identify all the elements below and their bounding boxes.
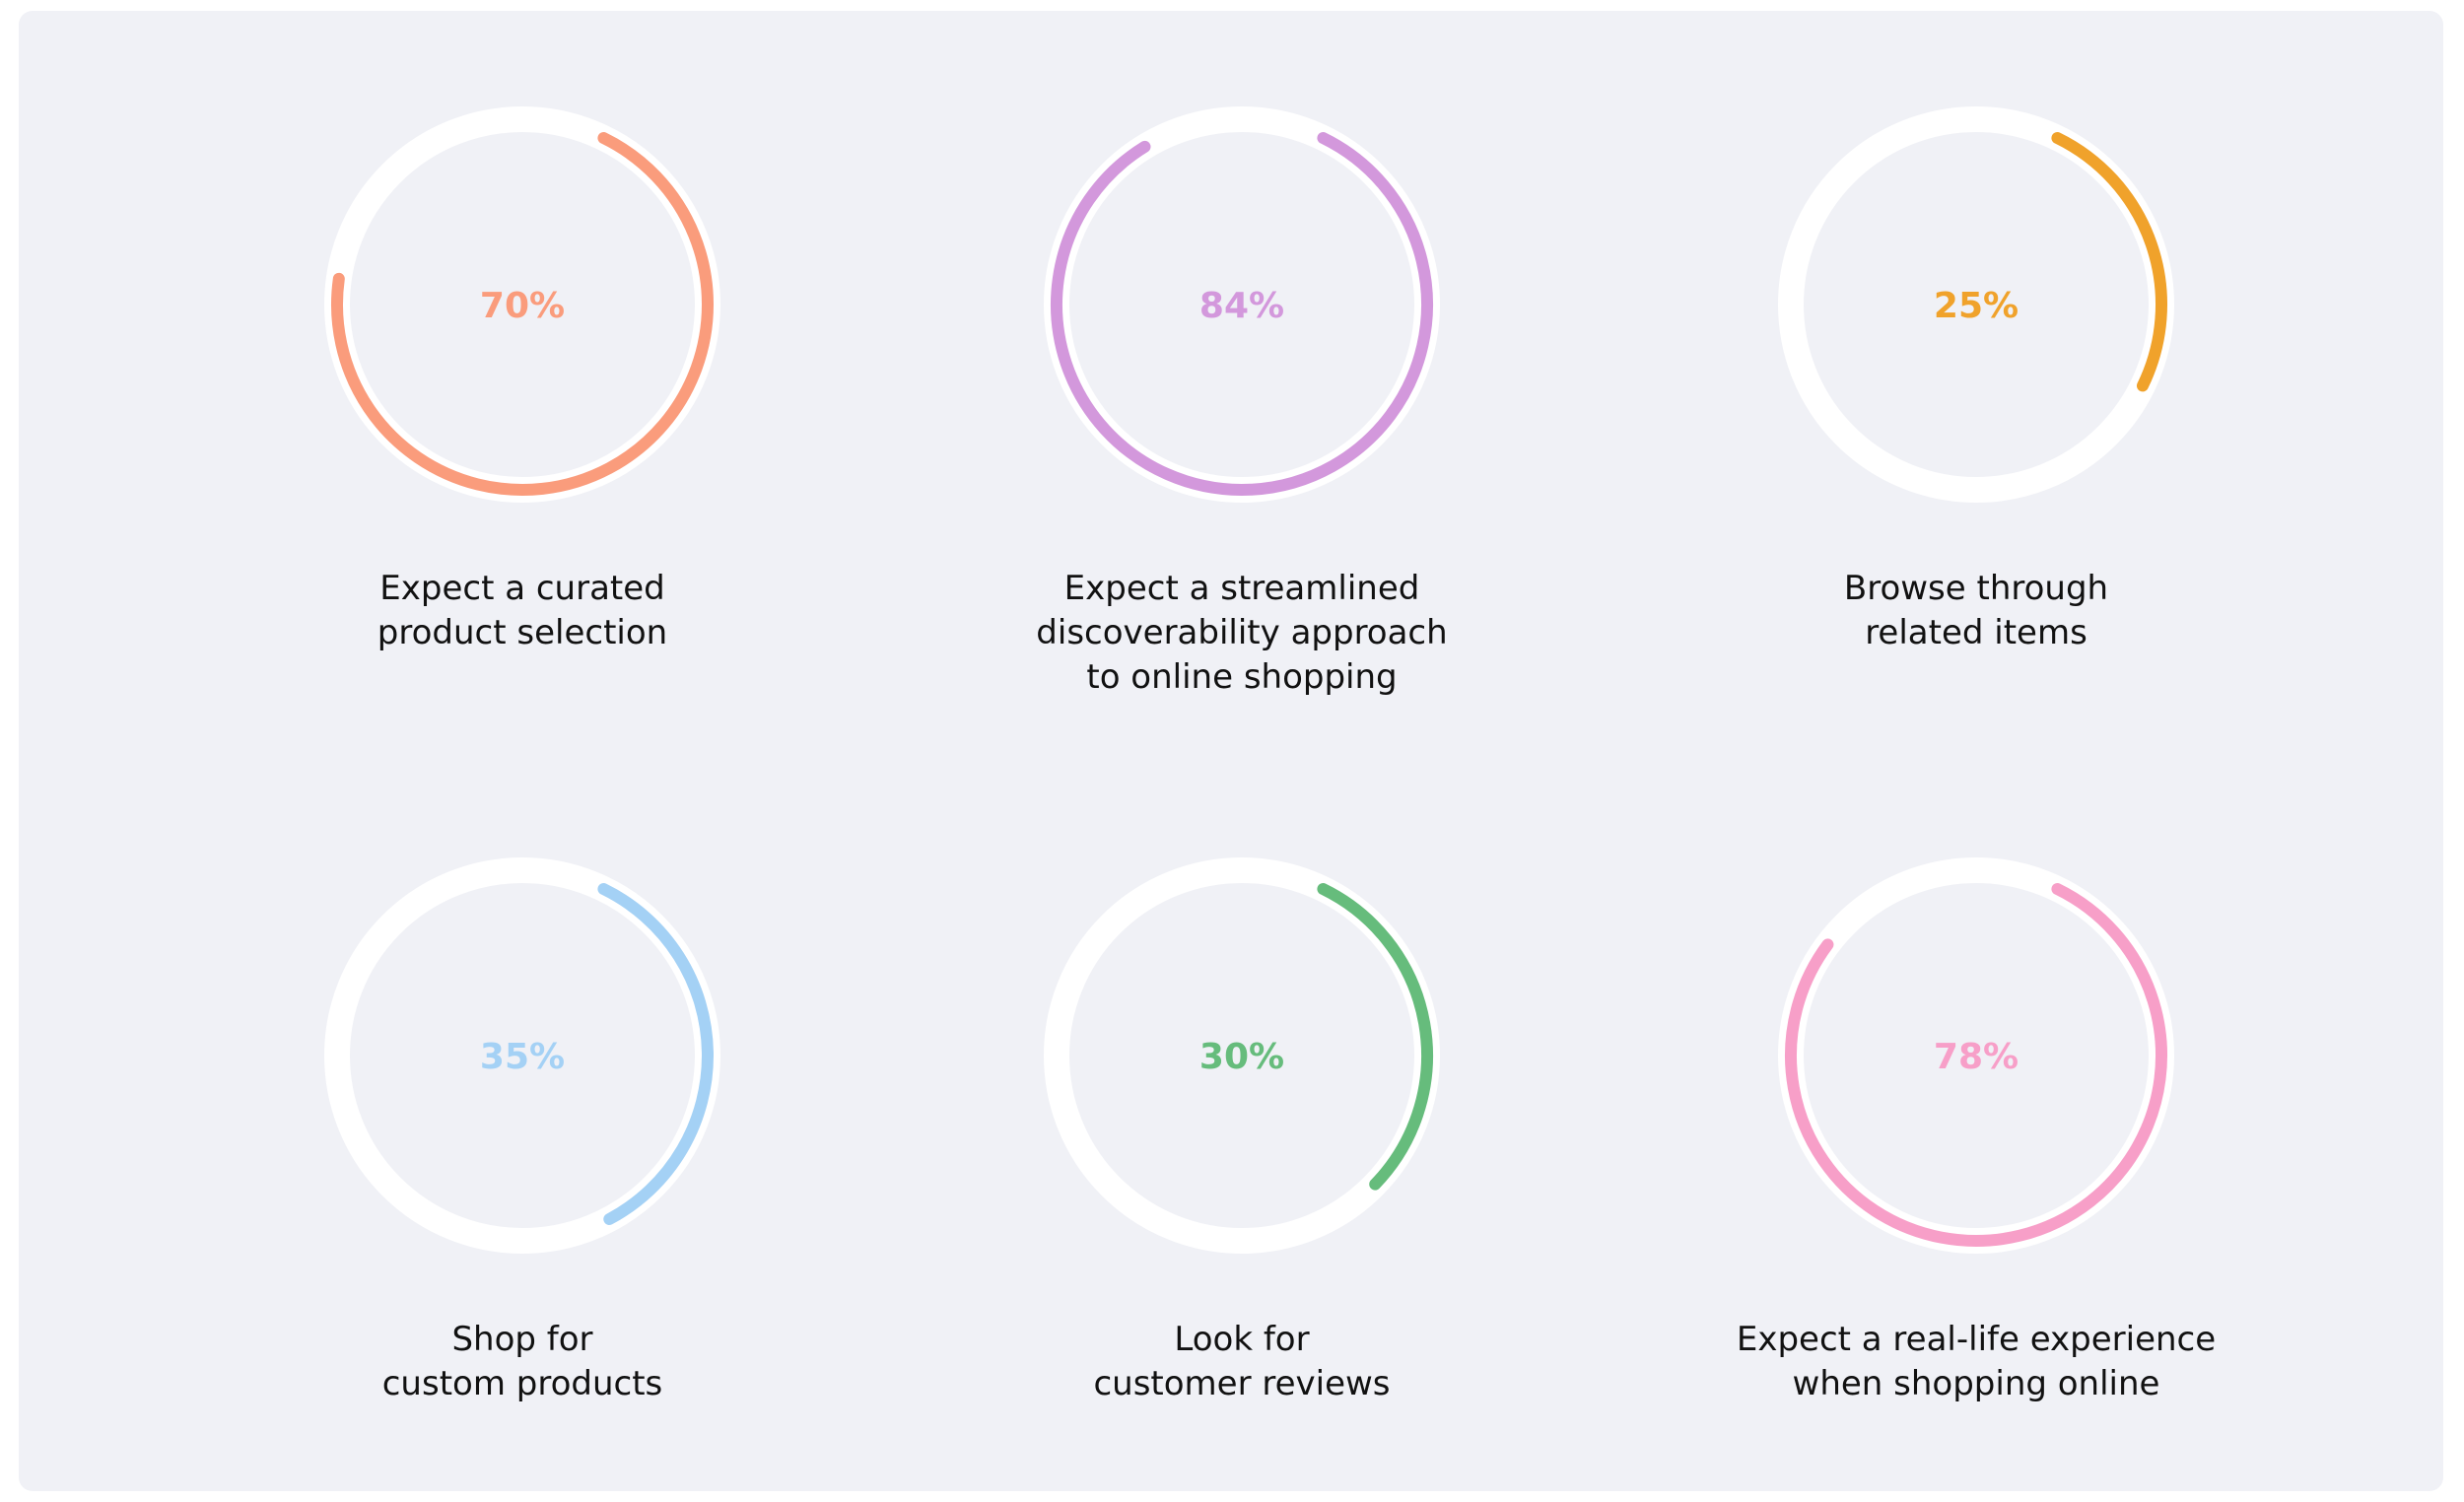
ring-caption: Expect a curated product selection: [148, 567, 897, 655]
caption-line: to online shopping: [1086, 657, 1398, 697]
progress-arc: [1785, 883, 2167, 1247]
percentage-label: 84%: [1199, 286, 1284, 326]
percentage-label: 30%: [1199, 1037, 1284, 1077]
caption-line: Expect a real-life experience: [1736, 1320, 2217, 1359]
progress-ring-card: 84% Expect a streamlined discoverability a…: [867, 0, 1616, 697]
progress-ring: 35%: [324, 857, 720, 1254]
caption-line: Shop for: [451, 1320, 593, 1359]
caption-line: related items: [1865, 613, 2088, 652]
percentage-label: 78%: [1934, 1037, 2019, 1077]
progress-ring: 78%: [1778, 857, 2174, 1254]
progress-ring: 84%: [1044, 106, 1440, 503]
ring-caption: Browse through related items: [1602, 567, 2351, 655]
progress-ring-card: 78% Expect a real-life experience when sho…: [1602, 751, 2351, 1441]
progress-ring-card: 35% Shop for custom products: [148, 751, 897, 1441]
ring-caption: Expect a real-life experience when shoppi…: [1602, 1318, 2351, 1406]
progress-ring-card: 70% Expect a curated product selection: [148, 0, 897, 690]
progress-arc: [1051, 132, 1433, 496]
caption-line: discoverability approach: [1036, 613, 1448, 652]
progress-ring: 70%: [324, 106, 720, 503]
percentage-label: 35%: [480, 1037, 565, 1077]
caption-line: Browse through: [1843, 569, 2109, 608]
percentage-label: 70%: [480, 286, 565, 326]
caption-line: when shopping online: [1792, 1364, 2160, 1403]
progress-ring-card: 25% Browse through related items: [1602, 0, 2351, 690]
caption-line: product selection: [376, 613, 668, 652]
ring-caption: Expect a streamlined discoverability appr…: [867, 567, 1616, 700]
percentage-label: 25%: [1934, 286, 2019, 326]
progress-arc: [597, 883, 714, 1225]
caption-line: Look for: [1174, 1320, 1310, 1359]
progress-arc: [2051, 132, 2167, 392]
progress-arc: [331, 132, 714, 496]
caption-line: Expect a streamlined: [1063, 569, 1420, 608]
caption-line: custom products: [381, 1364, 663, 1403]
progress-ring-card: 30% Look for customer reviews: [867, 751, 1616, 1441]
ring-caption: Shop for custom products: [148, 1318, 897, 1406]
caption-line: Expect a curated: [379, 569, 665, 608]
progress-ring: 25%: [1778, 106, 2174, 503]
progress-arc: [1317, 883, 1433, 1191]
ring-caption: Look for customer reviews: [867, 1318, 1616, 1406]
progress-ring: 30%: [1044, 857, 1440, 1254]
caption-line: customer reviews: [1093, 1364, 1391, 1403]
